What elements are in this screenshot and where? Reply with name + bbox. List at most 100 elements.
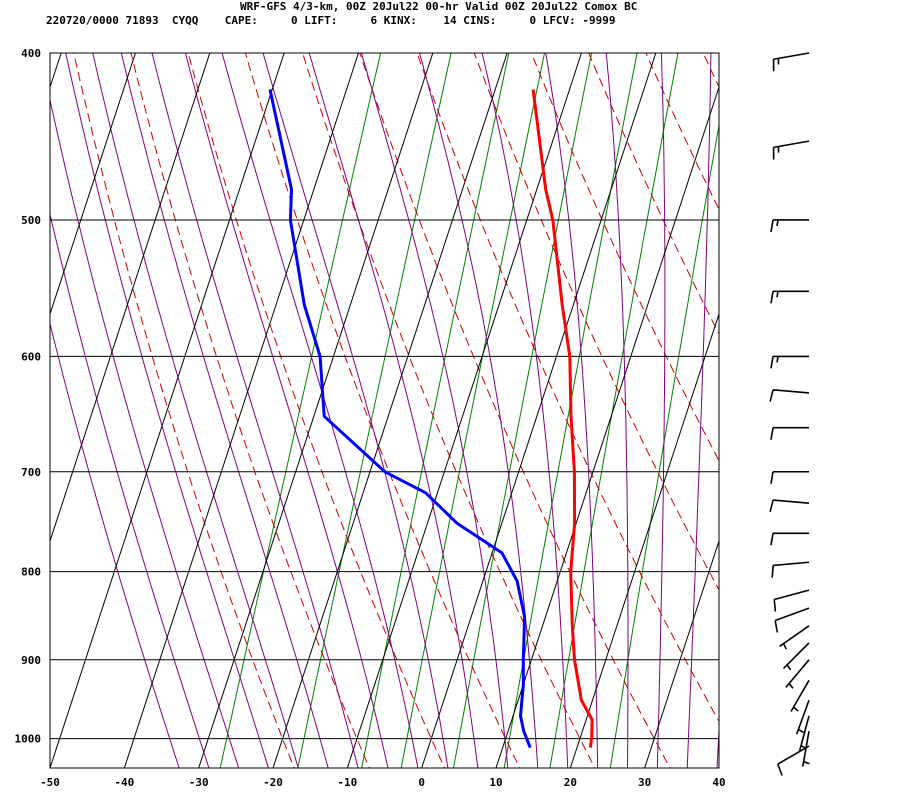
dry-adiabat <box>359 53 671 768</box>
wind-barb-staff <box>773 561 810 567</box>
isotherm-line <box>421 53 657 768</box>
mixing-ratio-line <box>400 53 546 768</box>
wind-barb-flag <box>774 620 779 633</box>
wind-barb <box>770 355 809 369</box>
grid-lines <box>50 53 719 768</box>
moist-adiabat <box>50 321 180 768</box>
dry-adiabat <box>645 53 719 211</box>
pressure-tick-label: 500 <box>21 214 41 227</box>
temperature-trace <box>531 89 594 748</box>
temperature-tick-label: 20 <box>564 776 577 789</box>
temperature-tick-label: -20 <box>263 776 283 789</box>
wind-barb-flag <box>777 763 783 776</box>
wind-barb-half-flag <box>776 291 779 298</box>
isotherm-line <box>495 85 719 768</box>
wind-barb <box>777 745 810 776</box>
temperature-tick-label: -40 <box>114 776 134 789</box>
temperature-tick-label: -50 <box>40 776 60 789</box>
pressure-tick-label: 700 <box>21 466 41 479</box>
mixing-ratio-line <box>361 53 510 768</box>
wind-barb-staff <box>798 715 810 751</box>
moist-adiabat <box>65 53 269 768</box>
isotherm-line <box>198 53 434 768</box>
wind-barb-flag <box>770 291 774 304</box>
pressure-tick-label: 400 <box>21 47 41 60</box>
wind-barb-staff <box>785 659 810 688</box>
temperature-tick-label: 30 <box>638 776 651 789</box>
dry-adiabat <box>73 53 295 768</box>
wind-barb-half-flag <box>798 728 805 734</box>
pressure-axis: 400 500 600 700 800 900 1000 <box>15 47 42 746</box>
dry-adiabat <box>808 34 900 775</box>
isotherm-line <box>718 766 719 768</box>
wind-barb <box>785 659 810 689</box>
wind-barb-half-flag <box>776 356 779 363</box>
dry-adiabat <box>588 53 719 336</box>
moist-adiabat <box>92 53 299 768</box>
wind-barb <box>770 219 809 233</box>
wind-barb-half-flag <box>803 760 810 765</box>
wind-barb-staff <box>773 140 810 149</box>
isotherm-line <box>644 539 719 768</box>
wind-barb-staff <box>795 699 810 735</box>
wind-barb-staff <box>777 745 810 765</box>
wind-barb <box>779 625 810 650</box>
wind-barb <box>769 499 810 512</box>
moist-adiabat <box>184 53 389 768</box>
isotherm-line <box>50 53 211 543</box>
wind-barb <box>771 561 810 578</box>
dry-adiabat <box>416 53 719 723</box>
dry-adiabat <box>130 53 370 768</box>
dry-adiabat <box>244 53 521 768</box>
wind-barb-staff <box>779 625 810 648</box>
temperature-axis: -50 -40 -30 -20 -10 0 10 20 30 40 <box>40 776 726 789</box>
wind-barb <box>769 388 810 402</box>
wind-barb-half-flag <box>782 643 787 650</box>
wind-barb <box>795 699 810 735</box>
wind-barb-half-flag <box>788 683 794 689</box>
wind-barb-staff <box>773 388 810 394</box>
dry-adiabats <box>73 34 900 775</box>
isotherm-line <box>123 53 359 768</box>
wind-barbs <box>769 52 810 776</box>
wind-barb <box>773 589 810 612</box>
dry-adiabat <box>751 34 900 775</box>
dry-adiabat <box>187 53 446 768</box>
sounding-indices: 220720/0000 71893 CYQQ CAPE: 0 LIFT: 6 K… <box>46 14 616 27</box>
moist-adiabat <box>262 53 449 768</box>
wind-barb-flag <box>769 499 774 512</box>
temperature-tick-label: 0 <box>418 776 425 789</box>
wind-barb-flag <box>773 599 777 612</box>
wind-barb-flag <box>770 533 774 546</box>
wind-barb-flag <box>771 565 774 578</box>
wind-barb-half-flag <box>786 664 792 671</box>
temperature-tick-label: 40 <box>712 776 725 789</box>
mixing-ratio-line <box>297 53 452 768</box>
pressure-tick-label: 800 <box>21 566 41 579</box>
wind-barb-staff <box>774 589 810 601</box>
isotherm-line <box>50 53 136 316</box>
moist-adiabat <box>360 53 509 768</box>
pressure-tick-label: 900 <box>21 654 41 667</box>
sounding-traces <box>268 89 594 749</box>
wind-barb <box>782 642 810 671</box>
wind-barb-staff <box>782 642 810 670</box>
dewpoint-trace <box>268 89 532 749</box>
wind-barb <box>770 290 809 304</box>
wind-barb-staff <box>790 679 810 712</box>
chart-title: WRF-GFS 4/3-km, 00Z 20Jul22 00-hr Valid … <box>240 0 638 13</box>
pressure-tick-label: 600 <box>21 350 41 363</box>
wind-barb-flag <box>770 219 774 233</box>
wind-barb-staff <box>773 499 810 504</box>
wind-barb <box>770 470 809 484</box>
isotherm-line <box>569 312 719 768</box>
dry-adiabat <box>302 53 596 768</box>
wind-barb <box>774 607 810 633</box>
isotherm-line <box>346 53 582 768</box>
wind-barb-half-flag <box>792 706 799 712</box>
temperature-tick-label: -10 <box>337 776 357 789</box>
plot-frame <box>49 52 720 769</box>
wind-barb <box>772 52 810 72</box>
wind-barb-flag <box>770 356 774 369</box>
